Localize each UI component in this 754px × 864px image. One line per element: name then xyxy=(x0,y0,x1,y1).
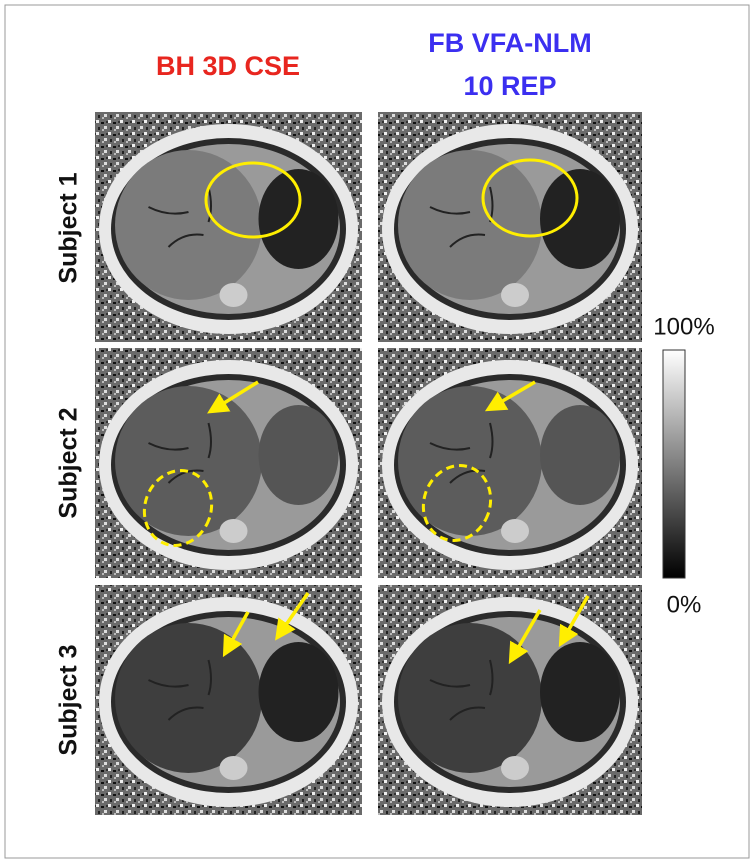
liver xyxy=(398,386,542,536)
liver xyxy=(115,150,262,300)
row-label: Subject 2 xyxy=(55,407,83,518)
annotation-arrow xyxy=(558,595,590,648)
organ xyxy=(540,642,620,742)
annotation-arrow xyxy=(207,380,259,414)
annotation-arrow xyxy=(222,611,250,658)
liver xyxy=(115,623,262,773)
column-title: 10 REP xyxy=(463,71,556,101)
liver xyxy=(398,623,542,773)
spine xyxy=(219,519,248,543)
organ xyxy=(258,642,339,742)
vessels xyxy=(429,659,494,721)
vessels xyxy=(429,422,494,484)
vessels xyxy=(148,422,212,484)
spine xyxy=(219,283,248,307)
annotation-circle xyxy=(204,161,302,239)
organ xyxy=(258,405,339,505)
liver xyxy=(398,150,542,300)
organ xyxy=(540,405,620,505)
annotation-dashed xyxy=(142,469,214,547)
annotation-arrow xyxy=(484,380,536,412)
organ xyxy=(258,169,339,269)
colorbar-min: 0% xyxy=(667,591,702,618)
spine xyxy=(501,519,529,543)
spine xyxy=(501,283,529,307)
vessels xyxy=(148,659,212,721)
annotation-arrow xyxy=(275,592,310,641)
spine xyxy=(501,756,529,780)
colorbar-max: 100% xyxy=(653,313,714,340)
colorbar xyxy=(662,349,686,579)
row-label: Subject 3 xyxy=(55,644,83,755)
organ xyxy=(540,169,620,269)
vessels xyxy=(148,186,212,248)
liver xyxy=(115,386,262,536)
column-title: BH 3D CSE xyxy=(156,51,300,81)
frame xyxy=(4,4,750,859)
row-label: Subject 1 xyxy=(55,172,83,283)
column-title: FB VFA-NLM xyxy=(428,28,591,58)
annotation-dashed xyxy=(421,464,493,542)
spine xyxy=(219,756,248,780)
annotation-arrow xyxy=(508,609,542,665)
annotation-circle xyxy=(481,158,579,238)
